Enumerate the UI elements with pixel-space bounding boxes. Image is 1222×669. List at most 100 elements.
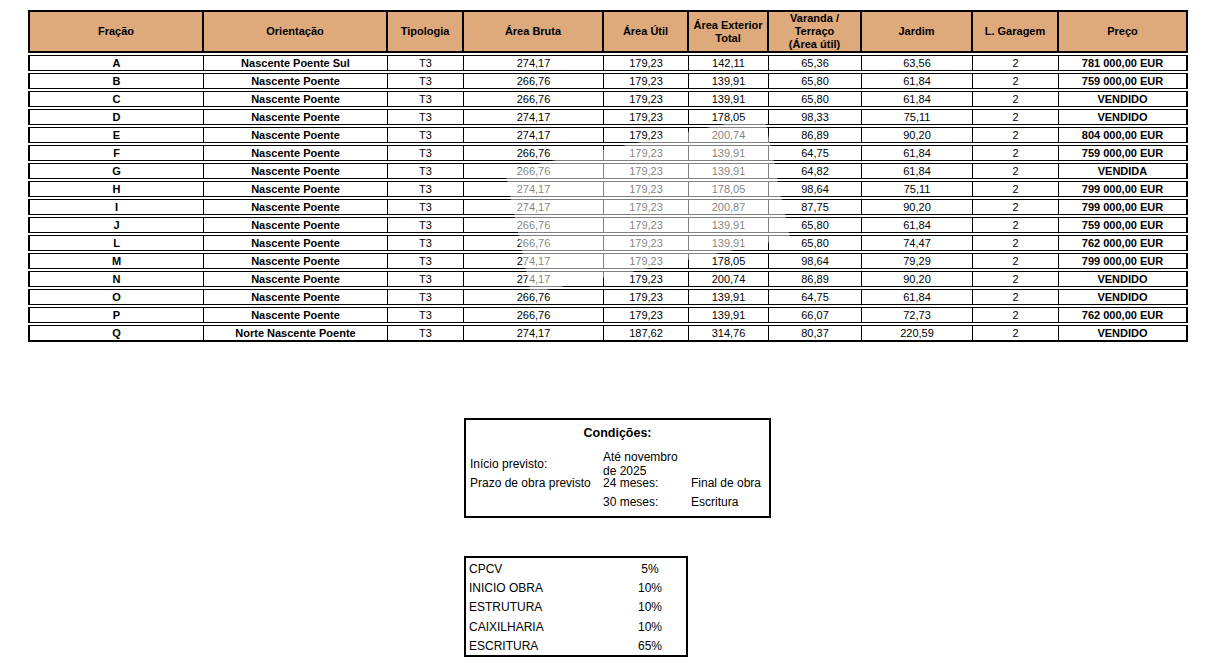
cell-fracao: F xyxy=(28,145,204,161)
cell-preco: 799 000,00 EUR xyxy=(1059,181,1188,197)
table-row: E Nascente Poente T3 274,17 179,23 200,7… xyxy=(28,127,1188,143)
cell-garagem: 2 xyxy=(973,55,1059,71)
cell-fracao: N xyxy=(28,271,204,287)
cell-preco: VENDIDO xyxy=(1059,271,1188,287)
cell-area-util: 179,23 xyxy=(604,235,689,251)
cell-garagem: 2 xyxy=(973,307,1059,323)
payment-stage-label: CAIXILHARIA xyxy=(466,620,614,634)
cell-area-exterior: 139,91 xyxy=(689,145,769,161)
cell-area-util: 179,23 xyxy=(604,55,689,71)
cell-area-bruta: 274,17 xyxy=(464,181,604,197)
cell-garagem: 2 xyxy=(973,109,1059,125)
conditions-title: Condições: xyxy=(466,426,769,440)
cell-area-bruta: 274,17 xyxy=(464,253,604,269)
cell-tipologia: T3 xyxy=(388,55,464,71)
cell-varanda: 65,80 xyxy=(769,217,862,233)
cell-preco: VENDIDO xyxy=(1059,289,1188,305)
cell-area-util: 179,23 xyxy=(604,253,689,269)
conditions-extra: Final de obra xyxy=(691,476,769,490)
cell-area-util: 179,23 xyxy=(604,199,689,215)
table-row: N Nascente Poente T3 274,17 179,23 200,7… xyxy=(28,271,1188,287)
cell-area-bruta: 274,17 xyxy=(464,325,604,342)
cell-garagem: 2 xyxy=(973,217,1059,233)
conditions-row-deadline: Prazo de obra previsto 24 meses: Final d… xyxy=(466,473,769,492)
payment-row: INICIO OBRA 10% xyxy=(466,578,686,597)
conditions-value: Até novembro de 2025 xyxy=(603,450,691,478)
cell-area-bruta: 274,17 xyxy=(464,271,604,287)
cell-fracao: M xyxy=(28,253,204,269)
cell-preco: VENDIDO xyxy=(1059,91,1188,107)
cell-varanda: 87,75 xyxy=(769,199,862,215)
cell-orientacao: Nascente Poente xyxy=(204,235,388,251)
cell-area-util: 187,62 xyxy=(604,325,689,342)
payment-row: ESTRUTURA 10% xyxy=(466,598,686,617)
cell-orientacao: Nascente Poente xyxy=(204,91,388,107)
payment-stage-percent: 10% xyxy=(614,581,686,595)
cell-area-exterior: 314,76 xyxy=(689,325,769,342)
cell-garagem: 2 xyxy=(973,253,1059,269)
cell-varanda: 66,07 xyxy=(769,307,862,323)
cell-preco: 781 000,00 EUR xyxy=(1059,55,1188,71)
cell-orientacao: Nascente Poente xyxy=(204,127,388,143)
cell-area-bruta: 266,76 xyxy=(464,289,604,305)
col-header-area-exterior: Área Exterior Total xyxy=(689,10,769,53)
cell-garagem: 2 xyxy=(973,325,1059,342)
cell-area-bruta: 266,76 xyxy=(464,163,604,179)
cell-fracao: A xyxy=(28,55,204,71)
cell-tipologia: T3 xyxy=(388,253,464,269)
col-header-area-util: Área Útil xyxy=(604,10,689,53)
table-row: H Nascente Poente T3 274,17 179,23 178,0… xyxy=(28,181,1188,197)
cell-jardim: 61,84 xyxy=(862,163,973,179)
cell-varanda: 98,33 xyxy=(769,109,862,125)
payment-stage-percent: 10% xyxy=(614,600,686,614)
cell-area-bruta: 266,76 xyxy=(464,307,604,323)
cell-preco: 762 000,00 EUR xyxy=(1059,235,1188,251)
cell-jardim: 90,20 xyxy=(862,271,973,287)
cell-area-exterior: 139,91 xyxy=(689,73,769,89)
cell-fracao: E xyxy=(28,127,204,143)
cell-orientacao: Nascente Poente Sul xyxy=(204,55,388,71)
payment-stage-percent: 10% xyxy=(614,620,686,634)
cell-area-bruta: 274,17 xyxy=(464,199,604,215)
cell-tipologia: T3 xyxy=(388,271,464,287)
cell-jardim: 75,11 xyxy=(862,109,973,125)
payment-schedule-box: CPCV 5% INICIO OBRA 10% ESTRUTURA 10% CA… xyxy=(464,556,688,657)
payment-stage-label: INICIO OBRA xyxy=(466,581,614,595)
cell-fracao: O xyxy=(28,289,204,305)
cell-area-exterior: 178,05 xyxy=(689,109,769,125)
cell-garagem: 2 xyxy=(973,235,1059,251)
cell-varanda: 65,36 xyxy=(769,55,862,71)
col-header-tipologia: Tipologia xyxy=(388,10,464,53)
cell-area-exterior: 178,05 xyxy=(689,181,769,197)
cell-preco: 799 000,00 EUR xyxy=(1059,253,1188,269)
cell-area-exterior: 200,74 xyxy=(689,127,769,143)
cell-orientacao: Nascente Poente xyxy=(204,253,388,269)
cell-tipologia: T3 xyxy=(388,181,464,197)
table-row: C Nascente Poente T3 266,76 179,23 139,9… xyxy=(28,91,1188,107)
table-row: F Nascente Poente T3 266,76 179,23 139,9… xyxy=(28,145,1188,161)
cell-orientacao: Nascente Poente xyxy=(204,181,388,197)
cell-varanda: 86,89 xyxy=(769,127,862,143)
cell-orientacao: Nascente Poente xyxy=(204,307,388,323)
cell-orientacao: Nascente Poente xyxy=(204,73,388,89)
cell-orientacao: Nascente Poente xyxy=(204,271,388,287)
cell-garagem: 2 xyxy=(973,73,1059,89)
fractions-table: Fração Orientação Tipologia Área Bruta Á… xyxy=(28,8,1188,344)
cell-jardim: 63,56 xyxy=(862,55,973,71)
cell-area-exterior: 139,91 xyxy=(689,235,769,251)
cell-tipologia: T3 xyxy=(388,127,464,143)
cell-jardim: 75,11 xyxy=(862,181,973,197)
cell-tipologia: T3 xyxy=(388,199,464,215)
cell-area-bruta: 266,76 xyxy=(464,73,604,89)
cell-jardim: 90,20 xyxy=(862,127,973,143)
cell-area-exterior: 139,91 xyxy=(689,289,769,305)
cell-area-exterior: 139,91 xyxy=(689,91,769,107)
conditions-box: Condições: Início previsto: Até novembro… xyxy=(464,418,771,518)
table-row: P Nascente Poente T3 266,76 179,23 139,9… xyxy=(28,307,1188,323)
cell-area-util: 179,23 xyxy=(604,145,689,161)
cell-varanda: 80,37 xyxy=(769,325,862,342)
payment-row: CAIXILHARIA 10% xyxy=(466,617,686,636)
conditions-value: 24 meses: xyxy=(603,476,691,490)
cell-fracao: G xyxy=(28,163,204,179)
cell-area-bruta: 274,17 xyxy=(464,127,604,143)
